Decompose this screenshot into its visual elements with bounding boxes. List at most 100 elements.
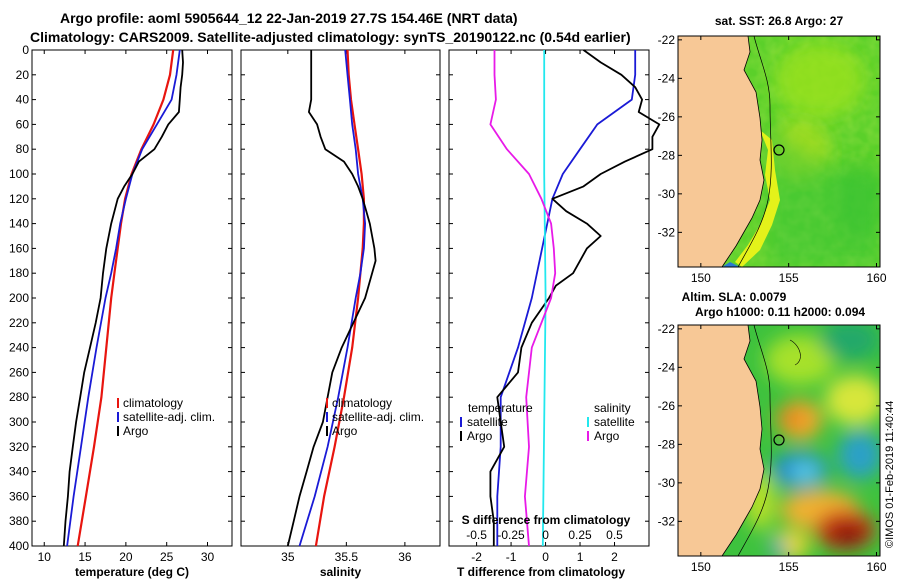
difference-series-temperature-argo bbox=[489, 49, 661, 546]
lat-tick-label: -24 bbox=[658, 71, 676, 85]
salinity-panel: 35 35.5 36 salinity climatologysatellite-adj… bbox=[240, 49, 441, 579]
difference-series-salinity-satellite bbox=[541, 50, 547, 547]
x-tick-label: 0 bbox=[542, 550, 549, 564]
salinity-x-axis-label: salinity bbox=[320, 565, 362, 579]
depth-tick-label: 0 bbox=[22, 43, 29, 57]
sst-map-frame bbox=[677, 35, 881, 268]
sst-map bbox=[678, 36, 880, 267]
salinity-difference-tick-label: -0.5 bbox=[466, 528, 487, 542]
depth-tick-label: 400 bbox=[9, 539, 29, 553]
x-tick-label: 36 bbox=[398, 550, 412, 564]
difference-panel: -2 -1 0 1 2T difference from climatology temp… bbox=[448, 49, 661, 579]
depth-tick-label: 220 bbox=[9, 316, 29, 330]
salinity-difference-tick-label: 0.5 bbox=[606, 528, 623, 542]
lon-tick-label: 150 bbox=[691, 560, 711, 574]
lat-tick-label: -22 bbox=[658, 33, 676, 47]
depth-tick-label: 260 bbox=[9, 365, 29, 379]
lat-tick-label: -28 bbox=[658, 437, 676, 451]
lat-tick-label: -32 bbox=[658, 514, 676, 528]
salinity-difference-tick-label: 0.25 bbox=[568, 528, 592, 542]
sst-map-axes: -22 -24 -26 -28 -30 -32 150 155 160 bbox=[658, 33, 887, 285]
sla-map-axes: -22 -24 -26 -28 -30 -32 150 155 160 bbox=[658, 322, 887, 574]
depth-tick-label: 100 bbox=[9, 167, 29, 181]
x-tick-label: -1 bbox=[506, 550, 517, 564]
temperature-x-axis-label: temperature (deg C) bbox=[75, 565, 189, 579]
x-tick-label: 35.5 bbox=[335, 550, 359, 564]
x-tick-label: 2 bbox=[611, 550, 618, 564]
depth-tick-label: 80 bbox=[16, 142, 30, 156]
legend-entry-satellite-adj-clim: satellite-adj. clim. bbox=[332, 410, 424, 424]
x-tick-label: 20 bbox=[119, 550, 133, 564]
lat-tick-label: -30 bbox=[658, 476, 676, 490]
depth-tick-label: 40 bbox=[16, 93, 30, 107]
depth-tick-label: 180 bbox=[9, 266, 29, 280]
legend-entry-salinity-argo: Argo bbox=[594, 429, 620, 443]
lon-tick-label: 160 bbox=[866, 560, 886, 574]
difference-series-salinity-argo bbox=[489, 50, 557, 547]
title-line-1: Argo profile: aoml 5905644_12 22-Jan-201… bbox=[60, 10, 518, 26]
legend-entry-argo: Argo bbox=[332, 424, 358, 438]
salinity-series-argo bbox=[286, 50, 377, 547]
depth-tick-label: 320 bbox=[9, 440, 29, 454]
depth-tick-label: 160 bbox=[9, 241, 29, 255]
lat-tick-label: -26 bbox=[658, 399, 676, 413]
depth-tick-label: 20 bbox=[16, 68, 30, 82]
depth-tick-label: 200 bbox=[9, 291, 29, 305]
lon-tick-label: 150 bbox=[691, 271, 711, 285]
lat-tick-label: -28 bbox=[658, 148, 676, 162]
argo-location-marker-sla bbox=[773, 434, 785, 446]
x-tick-label: 10 bbox=[38, 550, 52, 564]
lon-tick-label: 155 bbox=[779, 271, 799, 285]
temperature-series-argo bbox=[62, 49, 184, 547]
legend-entry-temperature-satellite: satellite bbox=[467, 415, 508, 429]
x-tick-label: 30 bbox=[201, 550, 215, 564]
difference-x-axis-label: T difference from climatology bbox=[457, 565, 625, 579]
temperature-panel: 0 20 40 60 80 100 120 140 160 180 200 220 240 260 280 3… bbox=[9, 43, 233, 579]
x-tick-label: 35 bbox=[281, 550, 295, 564]
x-tick-label: 15 bbox=[78, 550, 92, 564]
depth-tick-label: 120 bbox=[9, 192, 29, 206]
depth-tick-label: 60 bbox=[16, 117, 30, 131]
depth-tick-label: 380 bbox=[9, 514, 29, 528]
legend-entry-climatology: climatology bbox=[332, 396, 392, 410]
title-line-2: Climatology: CARS2009. Satellite-adjuste… bbox=[30, 29, 631, 45]
x-tick-label: -2 bbox=[471, 550, 482, 564]
difference-series-temperature-satellite bbox=[496, 50, 637, 546]
salinity-series-climatology bbox=[314, 49, 365, 547]
timestamp-stamp: ©IMOS 01-Feb-2019 11:40:44 bbox=[884, 401, 896, 548]
salinity-difference-tick-label: 0 bbox=[542, 528, 549, 542]
lat-tick-label: -32 bbox=[658, 225, 676, 239]
depth-tick-label: 140 bbox=[9, 217, 29, 231]
salinity-frame bbox=[240, 49, 441, 547]
lat-tick-label: -30 bbox=[658, 187, 676, 201]
salinity-series-satellite-adj-clim bbox=[298, 49, 367, 547]
legend-entry-argo: Argo bbox=[123, 424, 149, 438]
legend-entry-temperature-argo: Argo bbox=[467, 429, 493, 443]
salinity-difference-tick-label: -0.25 bbox=[497, 528, 525, 542]
x-tick-label: 1 bbox=[577, 550, 584, 564]
temperature-series-satellite-adj-clim bbox=[66, 49, 181, 547]
lat-tick-label: -22 bbox=[658, 322, 676, 336]
lat-tick-label: -26 bbox=[658, 110, 676, 124]
depth-tick-label: 240 bbox=[9, 341, 29, 355]
sla-map-title: Altim. SLA: 0.0079 bbox=[682, 290, 787, 304]
sla-map-frame bbox=[677, 324, 881, 557]
temperature-series-climatology bbox=[76, 49, 175, 547]
legend-entry-salinity-satellite: satellite bbox=[594, 415, 635, 429]
temperature-frame bbox=[31, 49, 233, 547]
depth-tick-label: 300 bbox=[9, 415, 29, 429]
legend-heading-salinity: salinity bbox=[594, 401, 631, 415]
argo-location-marker-sst bbox=[773, 144, 785, 156]
sla-map bbox=[678, 325, 880, 556]
sla-map-subtitle: Argo h1000: 0.11 h2000: 0.094 bbox=[695, 305, 865, 319]
salinity-difference-axis-label: S difference from climatology bbox=[462, 513, 631, 527]
lon-tick-label: 160 bbox=[866, 271, 886, 285]
legend-entry-satellite-adj-clim: satellite-adj. clim. bbox=[123, 410, 215, 424]
x-tick-label: 25 bbox=[160, 550, 174, 564]
lat-tick-label: -24 bbox=[658, 360, 676, 374]
sst-map-title: sat. SST: 26.8 Argo: 27 bbox=[715, 14, 844, 28]
depth-tick-label: 280 bbox=[9, 390, 29, 404]
depth-tick-label: 340 bbox=[9, 465, 29, 479]
lon-tick-label: 155 bbox=[779, 560, 799, 574]
